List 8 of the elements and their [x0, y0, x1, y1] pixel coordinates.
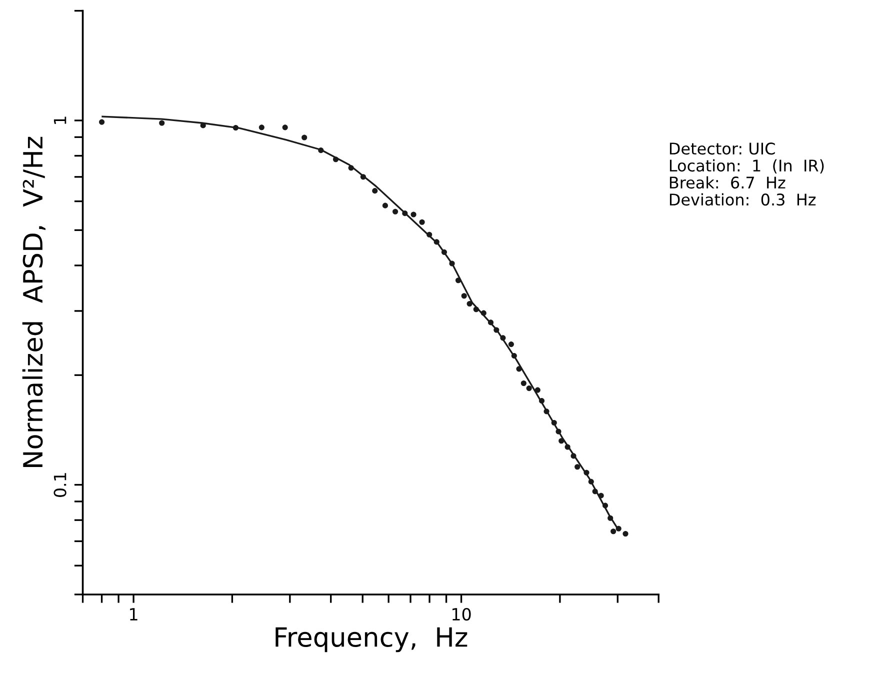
x-tick-label: 10 — [452, 608, 471, 621]
text: Deviation: 0.3 Hz — [670, 193, 816, 206]
y-axis-title: Normalized APSD, V²/Hz — [22, 136, 46, 467]
text: Break: 6.7 Hz — [670, 176, 786, 189]
text: Detector: UIC — [670, 142, 775, 155]
text: Location: 1 (In IR) — [670, 159, 824, 174]
x-axis-title: Frequency, Hz — [276, 627, 468, 652]
y-tick-label: 0.1 — [54, 473, 66, 497]
